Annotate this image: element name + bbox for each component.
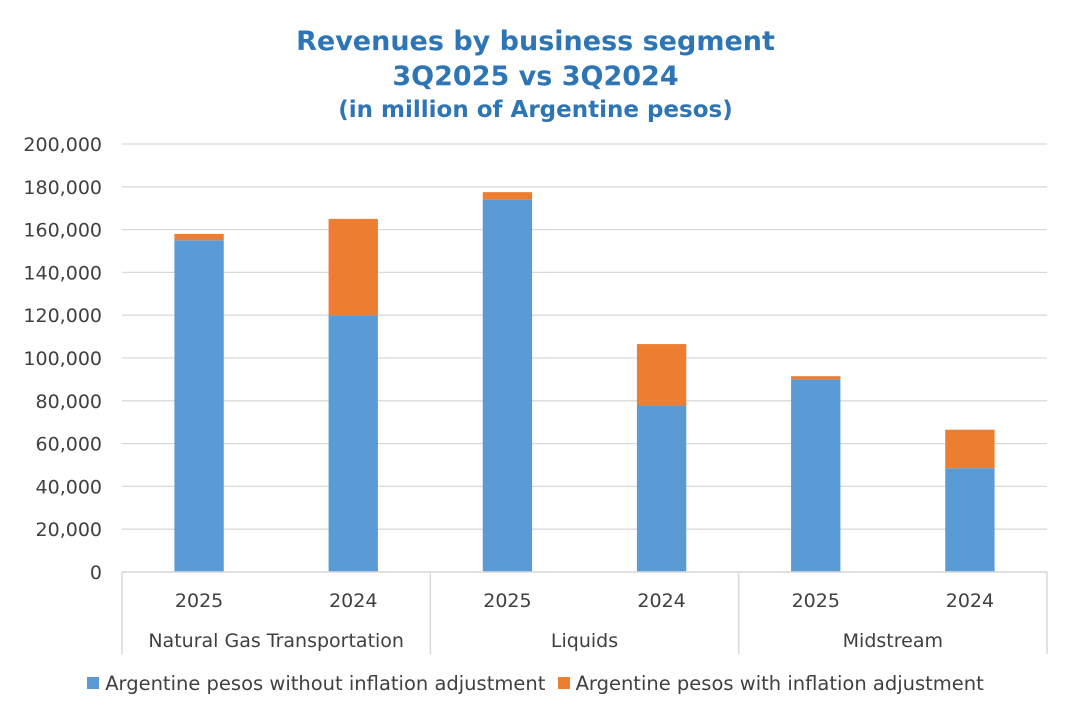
legend-label: Argentine pesos with inflation adjustmen… <box>575 671 984 695</box>
bar-with-adjustment <box>174 233 224 241</box>
x-tick-label: 2024 <box>946 590 994 612</box>
legend-swatch-blue <box>87 677 100 689</box>
group-label: Natural Gas Transportation <box>148 630 404 652</box>
bar-without-adjustment <box>174 240 224 573</box>
bar-without-adjustment <box>482 199 533 572</box>
x-tick-label: 2024 <box>637 590 685 612</box>
legend: Argentine pesos without inflation adjust… <box>0 671 1071 695</box>
y-tick-label: 180,000 <box>23 177 102 199</box>
bar-without-adjustment <box>636 405 687 572</box>
legend-item-with-adjustment: Argentine pesos with inflation adjustmen… <box>557 671 984 695</box>
chart-subtitle-units: (in million of Argentine pesos) <box>338 97 733 123</box>
bar-with-adjustment <box>328 218 378 316</box>
x-tick-label: 2025 <box>175 590 223 612</box>
bar-with-adjustment <box>945 429 995 469</box>
bar-with-adjustment <box>791 376 841 380</box>
y-tick-label: 80,000 <box>36 391 102 413</box>
bar-with-adjustment <box>482 192 533 200</box>
bar-without-adjustment <box>791 379 841 572</box>
x-tick-label: 2025 <box>792 590 840 612</box>
group-label: Midstream <box>843 630 943 652</box>
y-tick-label: 160,000 <box>23 220 102 242</box>
y-tick-label: 40,000 <box>36 476 102 498</box>
legend-swatch-orange <box>557 677 570 689</box>
y-tick-label: 140,000 <box>23 262 102 284</box>
x-tick-label: 2024 <box>329 590 377 612</box>
y-tick-label: 60,000 <box>36 434 102 456</box>
bar-without-adjustment <box>945 468 995 572</box>
chart-title: Revenues by business segment <box>296 26 775 57</box>
y-tick-label: 20,000 <box>36 519 102 541</box>
legend-label: Argentine pesos without inflation adjust… <box>105 671 546 695</box>
bar-with-adjustment <box>636 344 687 406</box>
chart-subtitle-period: 3Q2025 vs 3Q2024 <box>392 61 679 92</box>
y-tick-label: 0 <box>90 562 102 584</box>
group-label: Liquids <box>551 630 618 652</box>
legend-item-without-adjustment: Argentine pesos without inflation adjust… <box>87 672 545 695</box>
y-tick-label: 120,000 <box>23 305 102 327</box>
y-tick-label: 100,000 <box>23 348 102 370</box>
bar-without-adjustment <box>328 315 378 572</box>
y-tick-label: 200,000 <box>23 134 102 156</box>
x-tick-label: 2025 <box>483 590 531 612</box>
